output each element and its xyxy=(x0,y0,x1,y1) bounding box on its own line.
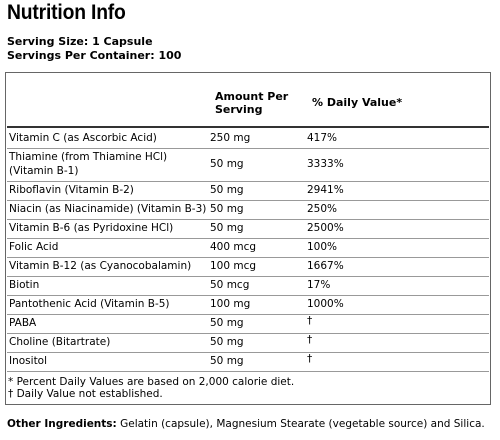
nutrient-daily-value: 250% xyxy=(307,203,338,216)
nutrient-daily-value: † xyxy=(307,333,313,346)
table-row: Inositol 50 mg † xyxy=(7,353,489,372)
nutrient-amount: 50 mg xyxy=(210,354,244,367)
nutrient-name: Vitamin B-6 (as Pyridoxine HCl) xyxy=(9,222,174,235)
nutrient-amount: 50 mcg xyxy=(210,279,250,292)
table-footnotes: * Percent Daily Values are based on 2,00… xyxy=(8,376,294,400)
table-row: Thiamine (from Thiamine HCl) (Vitamin B-… xyxy=(7,149,489,183)
table-row: Pantothenic Acid (Vitamin B-5) 100 mg 10… xyxy=(7,296,489,315)
nutrient-amount: 100 mcg xyxy=(210,260,257,273)
column-header-amount: Amount Per Serving xyxy=(215,90,289,116)
nutrient-name: Niacin (as Niacinamide) (Vitamin B-3) xyxy=(9,203,207,216)
nutrient-daily-value: 2941% xyxy=(307,184,344,197)
table-row: Folic Acid 400 mcg 100% xyxy=(7,239,489,259)
table-row: Vitamin C (as Ascorbic Acid) 250 mg 417% xyxy=(7,130,489,149)
serving-size: Serving Size: 1 Capsule xyxy=(7,35,153,48)
nutrient-name: Thiamine (from Thiamine HCl) (Vitamin B-… xyxy=(9,150,168,177)
nutrient-daily-value: 1667% xyxy=(307,260,344,273)
column-header-daily-value: % Daily Value* xyxy=(312,96,403,109)
nutrient-amount: 50 mg xyxy=(210,335,244,348)
table-row: Vitamin B-12 (as Cyanocobalamin) 100 mcg… xyxy=(7,258,489,278)
header-divider xyxy=(7,126,489,128)
nutrient-daily-value: † xyxy=(307,352,313,365)
nutrient-name: PABA xyxy=(9,317,37,329)
nutrient-amount: 400 mcg xyxy=(210,241,257,254)
nutrient-amount: 50 mg xyxy=(210,184,244,197)
nutrient-daily-value: 1000% xyxy=(307,298,344,311)
nutrient-rows: Vitamin C (as Ascorbic Acid) 250 mg 417%… xyxy=(7,130,489,372)
nutrient-name: Pantothenic Acid (Vitamin B-5) xyxy=(9,298,170,311)
nutrient-amount: 250 mg xyxy=(210,132,251,144)
footnote-daily-value-not-established: † Daily Value not established. xyxy=(8,388,163,400)
nutrition-table: Amount Per Serving % Daily Value* Vitami… xyxy=(5,72,491,405)
table-row: Niacin (as Niacinamide) (Vitamin B-3) 50… xyxy=(7,201,489,221)
nutrient-amount: 50 mg xyxy=(210,157,244,170)
nutrient-daily-value: 3333% xyxy=(307,157,344,170)
nutrient-name: Vitamin C (as Ascorbic Acid) xyxy=(9,132,157,144)
servings-per-container: Servings Per Container: 100 xyxy=(7,49,182,62)
table-row: Choline (Bitartrate) 50 mg † xyxy=(7,334,489,353)
table-row: Riboflavin (Vitamin B-2) 50 mg 2941% xyxy=(7,182,489,202)
nutrient-daily-value: † xyxy=(307,315,313,327)
nutrient-name: Folic Acid xyxy=(9,241,59,254)
other-ingredients-label: Other Ingredients: xyxy=(7,418,117,430)
other-ingredients: Other Ingredients: Gelatin (capsule), Ma… xyxy=(7,417,485,431)
nutrient-name: Biotin xyxy=(9,279,40,292)
nutrient-name: Riboflavin (Vitamin B-2) xyxy=(9,184,134,197)
footnote-percent-daily-value: * Percent Daily Values are based on 2,00… xyxy=(8,376,295,388)
other-ingredients-text: Gelatin (capsule), Magnesium Stearate (v… xyxy=(120,418,485,430)
nutrient-amount: 50 mg xyxy=(210,222,244,235)
nutrient-amount: 100 mg xyxy=(210,298,251,311)
nutrient-daily-value: 17% xyxy=(307,279,331,292)
table-row: PABA 50 mg † xyxy=(7,315,489,334)
nutrient-amount: 50 mg xyxy=(210,203,244,216)
nutrient-name: Vitamin B-12 (as Cyanocobalamin) xyxy=(9,260,192,273)
nutrient-daily-value: 100% xyxy=(307,241,338,254)
nutrient-daily-value: 417% xyxy=(307,132,338,144)
nutrient-name: Choline (Bitartrate) xyxy=(9,335,111,348)
page-title: Nutrition Info xyxy=(7,1,126,24)
table-row: Vitamin B-6 (as Pyridoxine HCl) 50 mg 25… xyxy=(7,220,489,240)
nutrient-amount: 50 mg xyxy=(210,317,244,329)
nutrient-name: Inositol xyxy=(9,354,48,367)
table-row: Biotin 50 mcg 17% xyxy=(7,277,489,297)
nutrient-daily-value: 2500% xyxy=(307,222,344,235)
